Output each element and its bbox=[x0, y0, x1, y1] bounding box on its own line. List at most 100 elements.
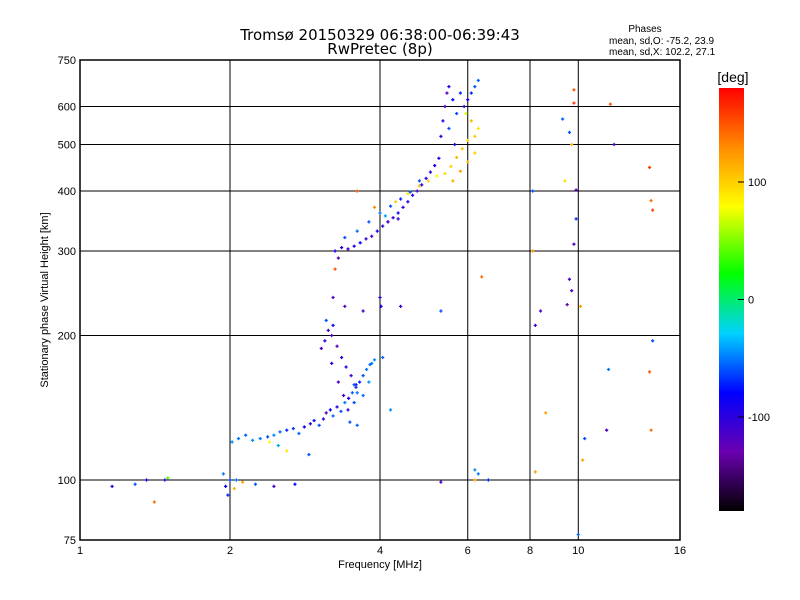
scatter-point bbox=[347, 396, 351, 400]
scatter-point bbox=[302, 425, 306, 429]
scatter-point bbox=[336, 380, 340, 384]
scatter-point bbox=[449, 164, 453, 169]
scatter-point bbox=[226, 493, 230, 497]
scatter-point bbox=[606, 367, 611, 372]
scatter-point bbox=[370, 361, 374, 365]
scatter-point bbox=[221, 472, 226, 476]
scatter-point bbox=[307, 452, 311, 457]
scatter-point bbox=[563, 179, 567, 183]
scatter-point bbox=[458, 91, 463, 95]
scatter-point bbox=[341, 393, 346, 398]
scatter-point bbox=[330, 361, 334, 365]
scatter-point bbox=[317, 423, 321, 427]
scatter-point bbox=[605, 428, 609, 432]
scatter-point bbox=[321, 417, 326, 421]
scatter-point bbox=[375, 229, 379, 233]
scatter-point bbox=[343, 400, 347, 405]
phase-info-o: mean, sd,O: -75.2, 23.9 bbox=[609, 36, 714, 47]
scatter-point bbox=[406, 200, 410, 204]
scatter-point bbox=[241, 480, 245, 484]
scatter-point bbox=[612, 142, 616, 147]
scatter-point bbox=[565, 302, 569, 307]
scatter-point bbox=[574, 217, 578, 221]
scatter-point bbox=[538, 309, 543, 313]
scatter-point bbox=[335, 344, 339, 348]
scatter-point bbox=[580, 458, 585, 462]
scatter-point bbox=[236, 436, 241, 441]
colorbar-tick-label: -100 bbox=[748, 412, 770, 424]
scatter-point bbox=[651, 339, 655, 343]
colorbar-label: [deg] bbox=[717, 69, 748, 85]
x-tick-label: 10 bbox=[572, 545, 584, 557]
scatter-point bbox=[297, 431, 301, 436]
scatter-point bbox=[244, 433, 248, 437]
x-axis-label: Frequency [MHz] bbox=[338, 559, 422, 571]
scatter-point bbox=[406, 192, 410, 196]
scatter-point bbox=[349, 374, 353, 378]
scatter-point bbox=[647, 370, 652, 374]
scatter-point bbox=[396, 217, 400, 221]
scatter-point bbox=[346, 247, 350, 251]
data-points bbox=[110, 78, 655, 537]
scatter-point bbox=[258, 436, 262, 441]
phase-info-x: mean, sd,X: 102.2, 27.1 bbox=[609, 47, 716, 58]
y-tick-label: 600 bbox=[58, 102, 76, 114]
x-tick-label: 16 bbox=[674, 545, 686, 557]
scatter-point bbox=[364, 237, 368, 241]
scatter-point bbox=[361, 374, 365, 378]
scatter-point bbox=[473, 478, 477, 482]
scatter-point bbox=[572, 88, 576, 92]
y-tick-label: 300 bbox=[58, 246, 76, 258]
scatter-point bbox=[473, 134, 477, 138]
scatter-point bbox=[447, 126, 451, 131]
colorbar-ticks: 100 0 -100 bbox=[738, 177, 770, 424]
scatter-point bbox=[323, 339, 327, 343]
gridlines bbox=[80, 60, 680, 540]
scatter-point bbox=[266, 435, 270, 439]
scatter-point bbox=[388, 204, 393, 208]
scatter-point bbox=[372, 205, 377, 209]
scatter-point bbox=[533, 470, 537, 474]
scatter-point bbox=[424, 176, 428, 181]
scatter-point bbox=[466, 138, 470, 142]
scatter-point bbox=[476, 126, 480, 131]
scatter-point bbox=[567, 130, 572, 134]
scatter-point bbox=[355, 189, 359, 193]
scatter-point bbox=[355, 391, 359, 395]
scatter-point bbox=[352, 400, 356, 405]
scatter-point bbox=[476, 78, 480, 83]
scatter-point bbox=[476, 472, 480, 476]
colorbar-tick-label: 0 bbox=[748, 295, 754, 307]
scatter-point bbox=[435, 174, 439, 178]
scatter-point bbox=[469, 91, 473, 95]
scatter-point bbox=[420, 183, 424, 187]
scatter-point bbox=[340, 245, 344, 250]
scatter-point bbox=[544, 411, 548, 415]
scatter-point bbox=[464, 111, 468, 116]
scatter-point bbox=[443, 171, 447, 176]
scatter-point bbox=[331, 414, 335, 418]
scatter-point bbox=[228, 478, 232, 482]
scatter-point bbox=[401, 205, 405, 209]
scatter-point bbox=[152, 500, 156, 504]
x-tick-label: 1 bbox=[77, 545, 83, 557]
scatter-point bbox=[473, 151, 477, 155]
scatter-point bbox=[428, 170, 433, 174]
scatter-point bbox=[339, 409, 343, 413]
scatter-point bbox=[649, 428, 653, 432]
scatter-point bbox=[572, 101, 576, 105]
scatter-point bbox=[443, 104, 447, 109]
scatter-point bbox=[291, 426, 295, 431]
scatter-point bbox=[399, 304, 403, 308]
colorbar-tick-label: 100 bbox=[748, 177, 766, 189]
scatter-point bbox=[462, 104, 466, 109]
scatter-point bbox=[608, 102, 613, 106]
scatter-point bbox=[324, 411, 328, 415]
scatter-point bbox=[272, 433, 276, 437]
y-tick-label: 750 bbox=[58, 55, 76, 67]
scatter-point bbox=[133, 482, 137, 486]
scatter-point bbox=[388, 408, 393, 412]
scatter-point bbox=[572, 242, 576, 246]
scatter-point bbox=[352, 383, 356, 387]
